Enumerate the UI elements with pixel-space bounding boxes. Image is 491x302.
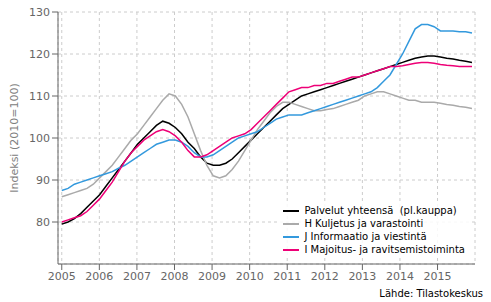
svg-text:100: 100: [29, 132, 50, 145]
svg-text:2008: 2008: [160, 270, 188, 283]
svg-text:2011: 2011: [273, 270, 301, 283]
svg-text:80: 80: [36, 216, 50, 229]
html-text:I Majoitus- ja ravitsemistoimi: I Majoitus- ja ravitsemistoiminta: [304, 244, 465, 255]
svg-text:2005: 2005: [48, 270, 76, 283]
svg-text:2015: 2015: [424, 270, 452, 283]
svg-text:2007: 2007: [123, 270, 151, 283]
html-text:Palvelut yhteensä (pl.kauppa): Palvelut yhteensä (pl.kauppa): [304, 205, 457, 216]
svg-text:2006: 2006: [85, 270, 113, 283]
svg-text:120: 120: [29, 48, 50, 61]
svg-text:90: 90: [36, 174, 50, 187]
svg-text:2010: 2010: [236, 270, 264, 283]
svg-text:2009: 2009: [198, 270, 226, 283]
html-text:Lähde: Tilastokeskus: Lähde: Tilastokeskus: [379, 288, 483, 299]
svg-text:2013: 2013: [348, 270, 376, 283]
svg-text:110: 110: [29, 90, 50, 103]
svg-text:2012: 2012: [311, 270, 339, 283]
html-text:J Informaatio ja viestintä: J Informaatio ja viestintä: [304, 231, 427, 242]
svg-text:130: 130: [29, 6, 50, 19]
svg-text:Indeksi (2010=100): Indeksi (2010=100): [8, 83, 21, 192]
html-text:H Kuljetus ja varastointi: H Kuljetus ja varastointi: [304, 218, 424, 229]
svg-text:2014: 2014: [386, 270, 414, 283]
